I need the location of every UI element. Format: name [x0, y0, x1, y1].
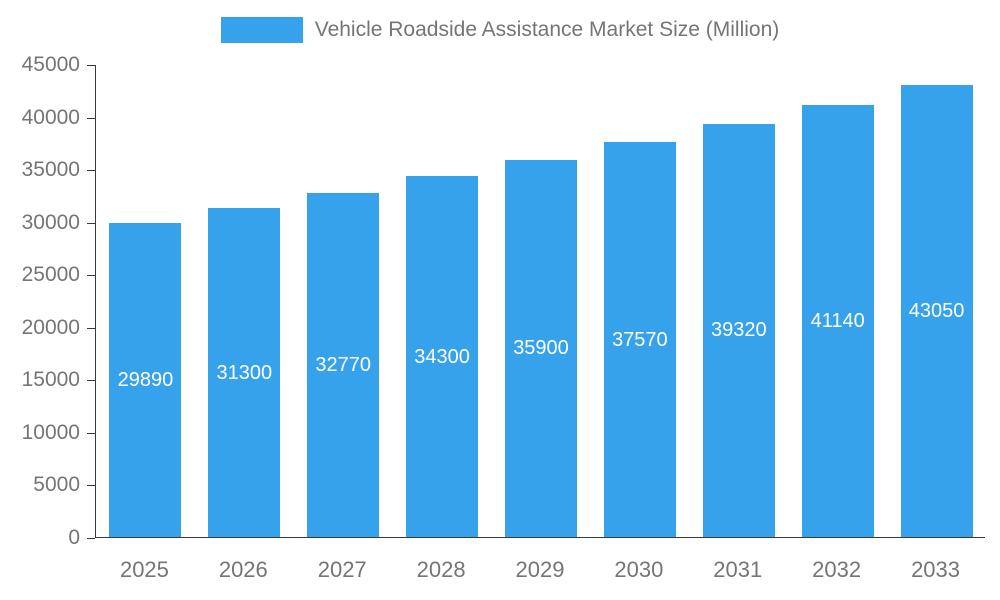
legend[interactable]: Vehicle Roadside Assistance Market Size … — [0, 17, 1000, 43]
y-tick-label: 0 — [68, 526, 80, 549]
y-tick-mark — [87, 275, 95, 277]
y-tick-label: 40000 — [21, 105, 80, 129]
y-tick-mark — [87, 485, 95, 487]
bar-value-label: 32770 — [315, 353, 372, 376]
y-tick-label: 30000 — [21, 210, 80, 234]
y-tick-mark — [87, 117, 95, 119]
y-tick-label: 10000 — [21, 420, 80, 444]
x-tick-label: 2033 — [911, 557, 961, 582]
y-tick-label: 5000 — [33, 473, 80, 497]
bar-value-label: 39320 — [710, 319, 767, 342]
x-axis-labels: 2025 2026 2027 2028 2029 2030 2031 2032 2033 — [0, 557, 1000, 587]
x-tick-label: 2026 — [218, 557, 268, 582]
y-tick-mark — [87, 222, 95, 224]
bar-value-label: 43050 — [908, 299, 965, 322]
bar-2027[interactable]: 32770 — [307, 192, 380, 537]
y-tick-label: 35000 — [21, 158, 80, 182]
y-tick-label: 45000 — [21, 53, 80, 76]
y-tick-label: 20000 — [21, 315, 80, 339]
x-tick-label: 2030 — [614, 557, 664, 582]
bar-2032[interactable]: 41140 — [801, 104, 874, 537]
y-tick-mark — [87, 65, 95, 66]
bar-2030[interactable]: 37570 — [603, 142, 676, 537]
y-tick-mark — [87, 170, 95, 172]
bar-value-label: 29890 — [117, 368, 174, 391]
y-tick-label: 25000 — [21, 263, 80, 287]
bar-2029[interactable]: 35900 — [505, 159, 577, 537]
chart-title: Vehicle Roadside Assistance Market Size … — [314, 18, 780, 41]
y-tick-mark — [87, 380, 95, 382]
bar-value-label: 37570 — [612, 328, 668, 351]
y-tick-label: 15000 — [21, 368, 80, 392]
bar-2031[interactable]: 39320 — [702, 123, 775, 537]
bar-value-label: 34300 — [414, 345, 470, 368]
x-tick-label: 2031 — [713, 557, 763, 582]
bar-value-label: 41140 — [810, 309, 865, 332]
x-tick-label: 2027 — [317, 557, 367, 582]
plot-area: 29890 31300 32770 34300 35900 37570 39320 41140… — [95, 65, 985, 538]
y-tick-mark — [87, 538, 95, 539]
y-tick-mark — [87, 327, 95, 329]
bar-value-label: 35900 — [513, 337, 569, 360]
bar-2028[interactable]: 34300 — [406, 176, 479, 537]
y-tick-mark — [87, 432, 95, 434]
bar-2033[interactable]: 43050 — [900, 84, 973, 537]
bar-2025[interactable]: 29890 — [109, 222, 182, 537]
bar-2026[interactable]: 31300 — [208, 208, 281, 537]
x-tick-label: 2028 — [416, 557, 466, 582]
x-tick-label: 2025 — [119, 557, 169, 582]
x-tick-label: 2032 — [812, 557, 862, 582]
legend-swatch — [220, 17, 303, 43]
bar-value-label: 31300 — [216, 361, 273, 384]
x-tick-label: 2029 — [515, 557, 565, 582]
